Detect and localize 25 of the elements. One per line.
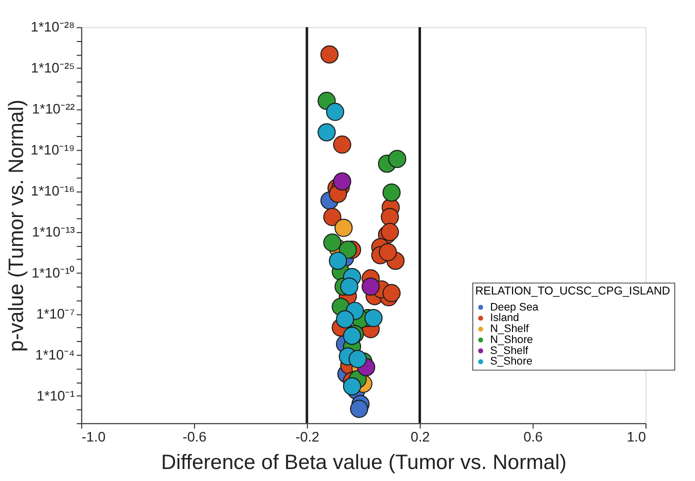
- x-tick-label: -0.2: [295, 428, 320, 444]
- legend-title: RELATION_TO_UCSC_CPG_ISLAND: [475, 285, 670, 298]
- y-tick-label: 1*10⁻²⁵: [30, 60, 75, 76]
- x-tick-label: 0.2: [410, 428, 430, 444]
- y-tick-label: 1*10⁻²⁸: [30, 18, 75, 35]
- y-tick-label: 1*10⁻²²: [32, 100, 76, 117]
- legend-label: N_Shelf: [490, 323, 530, 336]
- y-tick-label: 1*10⁻⁷: [36, 305, 75, 322]
- y-tick-label: 1*10⁻¹³: [32, 223, 76, 240]
- y-tick-label: 1*10⁻¹⁹: [30, 142, 75, 158]
- x-tick-label: -1.0: [82, 428, 106, 444]
- legend-label: N_Shore: [490, 334, 533, 346]
- y-tick-label: 1*10⁻¹⁰: [32, 264, 75, 280]
- legend-label: Island: [490, 312, 520, 324]
- legend-label: S_Shore: [490, 356, 532, 368]
- x-tick-label: -0.6: [182, 428, 207, 444]
- y-tick-label: 1*10⁻⁴: [35, 346, 75, 362]
- y-tick-label: 1*10⁻¹⁶: [30, 182, 75, 198]
- y-tick-label: 1*10⁻¹: [36, 387, 76, 404]
- x-tick-label: 0.6: [523, 428, 544, 444]
- y-axis-title: p-value (Tumor vs. Normal): [4, 100, 28, 352]
- x-tick-label: 1.0: [626, 428, 646, 444]
- legend-label: S_Shelf: [490, 344, 530, 357]
- x-axis-title: Difference of Beta value (Tumor vs. Normal): [161, 451, 567, 474]
- legend-label: Deep Sea: [490, 301, 540, 314]
